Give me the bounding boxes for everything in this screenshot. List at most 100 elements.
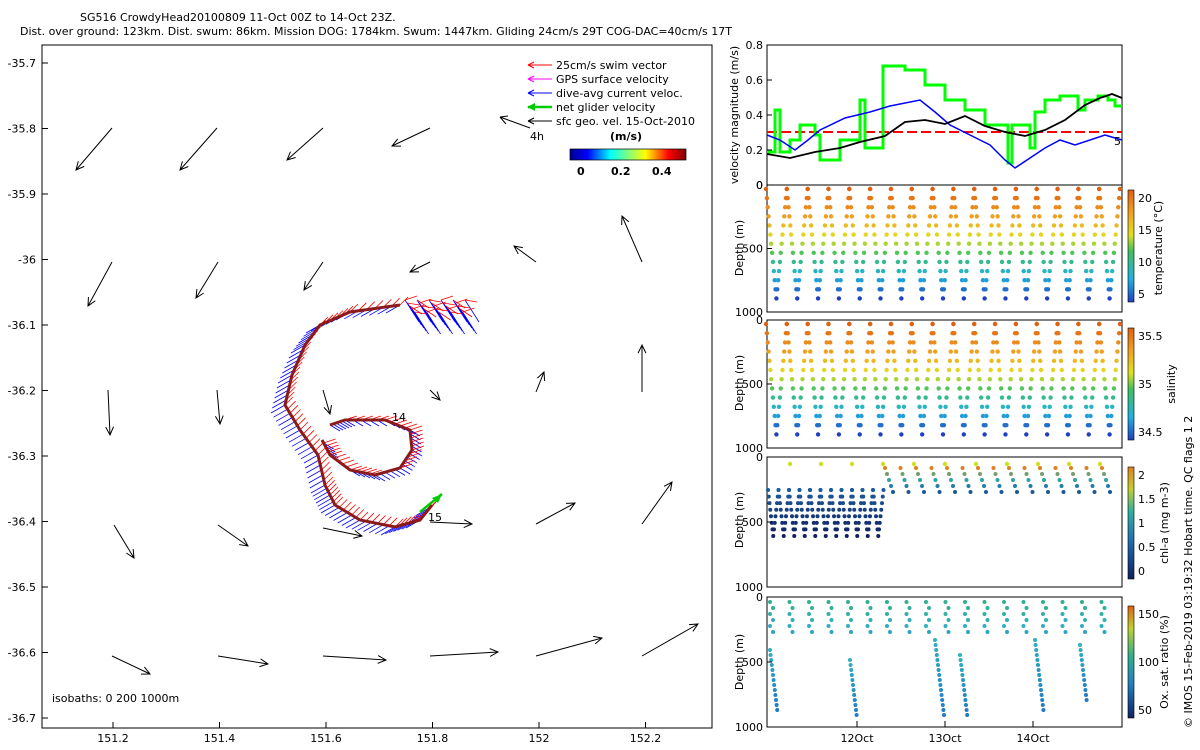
swim-vector	[414, 311, 427, 315]
swim-vector	[407, 302, 420, 306]
profile-point	[938, 268, 943, 274]
profile-point	[808, 358, 814, 363]
swim-vector	[383, 516, 392, 525]
current-vector	[411, 445, 422, 453]
profile-point	[818, 404, 823, 409]
profile-point	[799, 501, 803, 506]
profile-point	[949, 478, 953, 482]
profile-point	[911, 461, 917, 467]
profile-point	[920, 484, 924, 488]
profile-point	[773, 693, 778, 697]
profile-point	[859, 501, 863, 506]
velocity-axes-frame	[766, 44, 1123, 186]
profile-point	[807, 612, 811, 616]
day-label-15: 15	[428, 511, 442, 524]
profile-point	[792, 404, 797, 409]
profile-point	[1033, 638, 1037, 642]
profile-point	[945, 250, 950, 256]
profile-point	[878, 432, 883, 437]
profile-point	[963, 413, 968, 419]
profile-point	[858, 507, 863, 512]
profile-point	[829, 223, 835, 228]
profile-point	[1005, 404, 1011, 409]
profile-point	[1078, 643, 1082, 647]
profile-point	[927, 618, 931, 622]
profile-point	[791, 395, 796, 400]
profile-point	[961, 296, 967, 301]
profile-point	[941, 287, 947, 292]
profile-point	[841, 250, 846, 256]
profile-point	[834, 268, 839, 274]
profile-point	[963, 600, 967, 604]
profile-point	[854, 708, 858, 712]
profile-point	[772, 520, 777, 525]
profile-point	[844, 349, 849, 354]
profile-point	[826, 321, 831, 327]
profile-point	[914, 377, 920, 382]
profile-point	[1059, 367, 1065, 373]
profile-point	[989, 358, 994, 363]
profile-point	[849, 461, 855, 467]
geo-velocity-arrow	[429, 519, 474, 528]
profile-point	[1099, 612, 1104, 616]
profile-point	[1068, 404, 1073, 409]
profile-point	[1039, 693, 1044, 697]
profile-point	[864, 223, 869, 228]
profile-point	[964, 268, 969, 274]
profile-point	[850, 223, 855, 228]
geo-velocity-arrow	[535, 635, 604, 657]
profile-point	[888, 321, 894, 327]
profile-point	[929, 466, 934, 470]
profile-point	[1024, 618, 1029, 622]
profile-point	[927, 630, 931, 634]
profile-point	[1080, 367, 1085, 373]
profile-point	[980, 278, 986, 283]
colorbar-tick-0.4: 0.4	[652, 165, 672, 178]
profile-point	[998, 386, 1004, 391]
profile-point	[810, 630, 814, 634]
geo-velocity-arrow	[75, 127, 113, 171]
profile-point	[819, 395, 824, 400]
profile-point	[775, 413, 781, 419]
profile-point	[989, 223, 994, 228]
profile-point	[999, 259, 1005, 265]
profile-point	[985, 404, 990, 409]
chlorophyll-scatter	[766, 461, 1112, 538]
profile-point	[1055, 186, 1060, 192]
profile-point	[979, 404, 985, 409]
profile-point	[1078, 214, 1084, 219]
profile-point	[774, 698, 778, 702]
profile-point	[797, 268, 803, 274]
profile-point	[849, 214, 855, 219]
profile-point	[980, 413, 986, 419]
colorbar-tick-label: 15	[1138, 224, 1152, 237]
profile-point	[932, 349, 938, 354]
profile-point	[1098, 340, 1104, 345]
profile-point	[777, 494, 782, 499]
profile-point	[790, 514, 794, 519]
swim-vector	[318, 451, 328, 461]
profile-point	[895, 395, 901, 400]
profile-point	[962, 287, 967, 292]
profile-point	[857, 514, 862, 519]
current-vector	[310, 484, 326, 494]
profile-point	[920, 287, 926, 292]
current-vector	[416, 299, 432, 323]
profile-point	[1084, 693, 1088, 697]
swim-vector	[411, 437, 424, 443]
current-vector	[409, 429, 421, 437]
velocity-ytick-label: 0	[756, 179, 763, 192]
profile-point	[954, 223, 960, 228]
profile-point	[1041, 612, 1045, 616]
profile-point	[838, 278, 843, 283]
profile-point	[1109, 278, 1114, 283]
profile-point	[958, 395, 963, 400]
profile-point	[960, 673, 965, 677]
profile-point	[1060, 600, 1065, 604]
profile-point	[952, 195, 957, 201]
profile-point	[964, 404, 969, 409]
profile-point	[970, 340, 975, 345]
series-current-velocity	[766, 99, 1123, 169]
profile-point	[895, 259, 901, 265]
profile-point	[829, 618, 834, 622]
